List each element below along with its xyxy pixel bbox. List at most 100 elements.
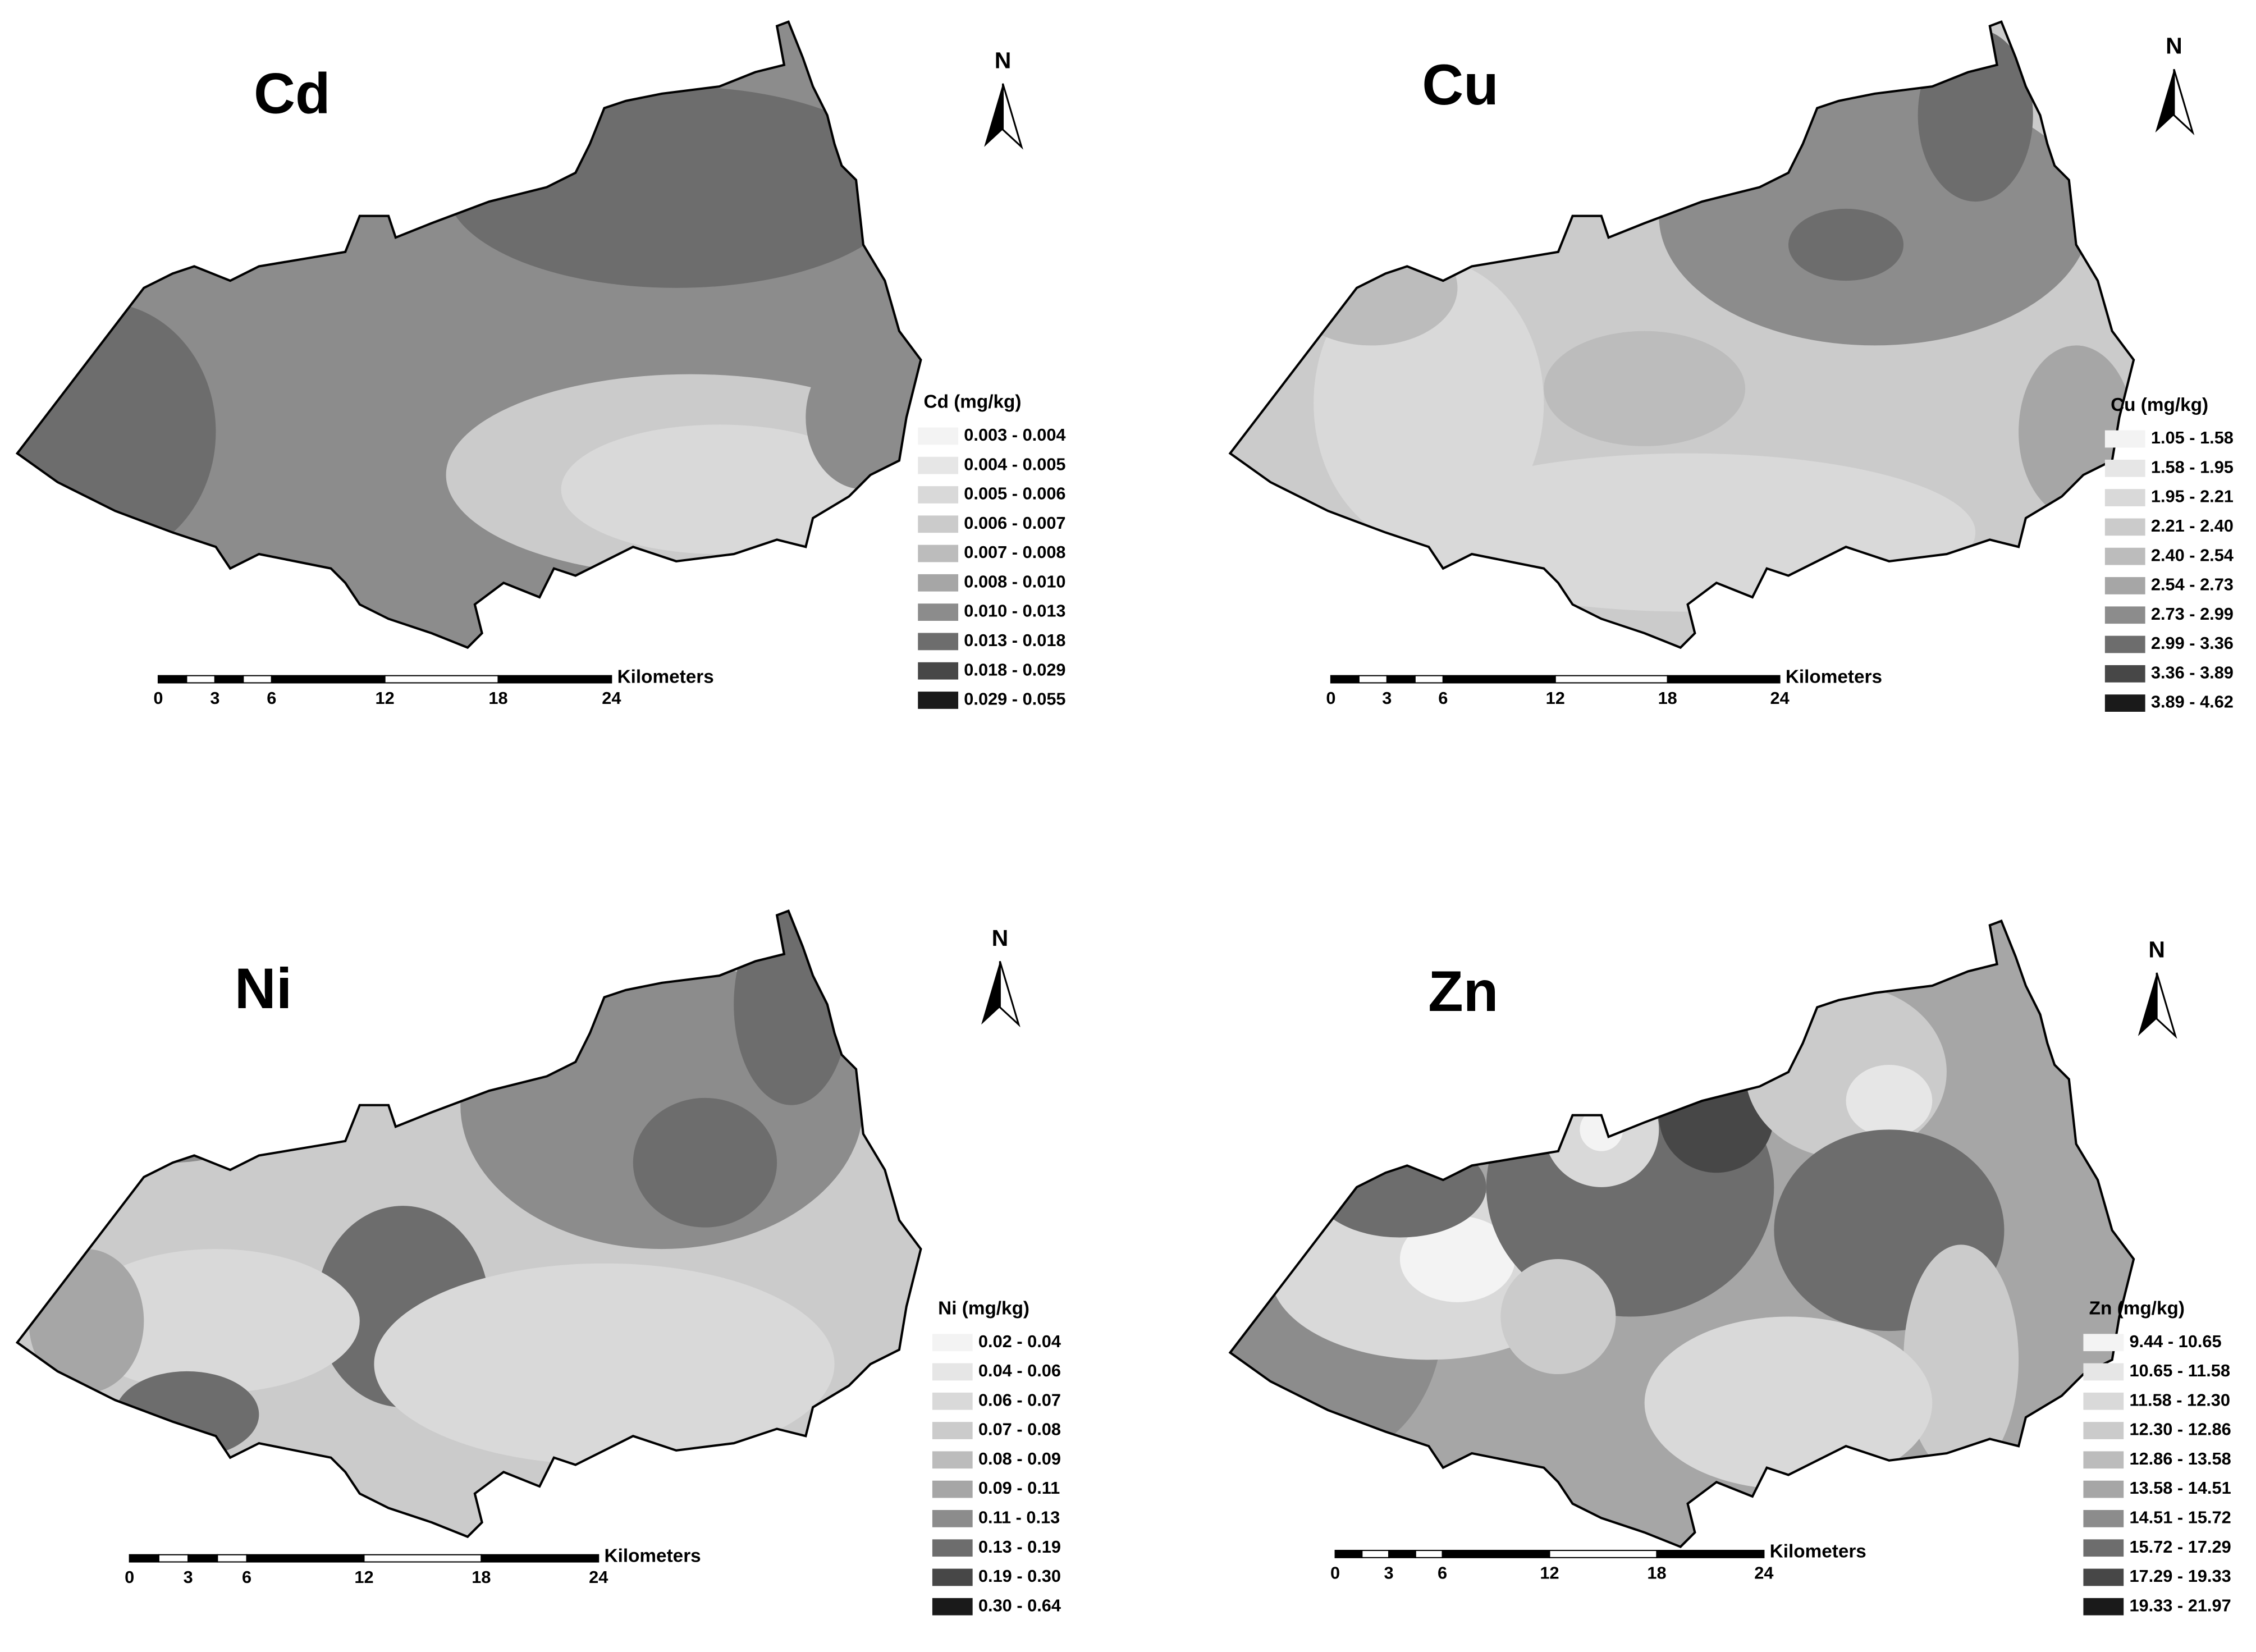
legend-label: 0.04 - 0.06 — [978, 1361, 1061, 1380]
scale-unit: Kilometers — [1770, 1541, 1866, 1562]
scale-segment — [363, 1554, 482, 1563]
legend-label: 0.018 - 0.029 — [964, 660, 1065, 679]
legend-swatch — [2083, 1568, 2124, 1586]
legend-swatch — [932, 1392, 973, 1410]
legend-swatch — [2104, 606, 2145, 624]
scale-tick-label: 18 — [472, 1567, 491, 1587]
scale-segment — [497, 675, 612, 684]
legend-title: Cd (mg/kg) — [924, 392, 1022, 413]
contour-zone — [1846, 1064, 1933, 1137]
legend-label: 0.008 - 0.010 — [964, 571, 1065, 591]
legend-label: 0.006 - 0.007 — [964, 513, 1065, 533]
legend-label: 12.86 - 13.58 — [2129, 1449, 2231, 1468]
north-arrow — [984, 83, 1003, 147]
legend-swatch — [932, 1480, 973, 1498]
contour-zone — [115, 1371, 259, 1458]
legend-swatch — [932, 1598, 973, 1616]
legend-label: 0.003 - 0.004 — [964, 425, 1065, 445]
region-outline — [1228, 919, 2135, 1549]
legend-swatch — [918, 544, 959, 562]
legend-swatch — [918, 603, 959, 621]
legend-swatch — [2104, 577, 2145, 594]
scale-segment — [187, 1554, 218, 1563]
legend-label: 2.99 - 3.36 — [2151, 633, 2234, 653]
scale-tick-label: 24 — [589, 1567, 608, 1587]
legend-label: 11.58 - 12.30 — [2129, 1390, 2230, 1410]
map-panel: Cu N Cu (mg/kg) 1.05 - 1.58 1.58 - 1.95 1.95 … — [1228, 20, 2234, 712]
legend-swatch — [2083, 1451, 2124, 1469]
legend-label: 0.30 - 0.64 — [978, 1595, 1061, 1615]
legend-swatch — [2104, 547, 2145, 565]
scale-unit: Kilometers — [1786, 666, 1882, 687]
scale-segment — [1361, 1550, 1390, 1558]
legend-swatch — [932, 1334, 973, 1352]
scale-tick-label: 6 — [242, 1567, 251, 1587]
legend-swatch — [2083, 1598, 2124, 1616]
contour-zone — [29, 1249, 144, 1393]
legend-swatch — [2104, 694, 2145, 712]
legend-label: 3.89 - 4.62 — [2151, 692, 2234, 712]
legend-swatch — [932, 1510, 973, 1527]
scale-tick-label: 12 — [1546, 688, 1565, 708]
scale-tick-label: 6 — [267, 688, 276, 708]
scale-tick-label: 3 — [210, 688, 219, 708]
scale-segment — [186, 675, 216, 684]
scale-segment — [246, 1554, 365, 1563]
contour-zone — [1500, 1259, 1616, 1375]
legend-label: 0.08 - 0.09 — [978, 1449, 1061, 1468]
contour-zone — [1745, 986, 1947, 1159]
north-arrow — [2138, 972, 2157, 1036]
scale-tick-label: 12 — [354, 1567, 373, 1587]
scale-tick-label: 18 — [1658, 688, 1677, 708]
contour-zone — [1659, 1058, 1774, 1173]
contour-zone — [1544, 331, 1746, 446]
contour-zone — [561, 424, 878, 555]
legend-swatch — [932, 1568, 973, 1586]
legend-label: 0.013 - 0.018 — [964, 630, 1065, 650]
scale-segment — [384, 675, 499, 684]
scale-tick-label: 3 — [1382, 688, 1392, 708]
north-label: N — [2148, 936, 2165, 962]
scale-segment — [1334, 1550, 1363, 1558]
legend-swatch — [2083, 1363, 2124, 1381]
scale-segment — [1415, 1550, 1443, 1558]
scale-tick-label: 24 — [1770, 688, 1789, 708]
panel-title: Zn — [1428, 959, 1498, 1023]
legend-label: 0.07 - 0.08 — [978, 1420, 1061, 1439]
north-arrow — [999, 960, 1021, 1028]
scale-tick-label: 6 — [1438, 688, 1448, 708]
contour-zone — [86, 1076, 259, 1163]
scale-segment — [1554, 675, 1668, 684]
contour-zone — [1644, 1316, 1933, 1490]
contour-zone — [1399, 1216, 1515, 1302]
legend-swatch — [2104, 430, 2145, 448]
scale-segment — [1667, 675, 1781, 684]
scale-unit: Kilometers — [605, 1545, 701, 1566]
scale-tick-label: 0 — [1326, 688, 1335, 708]
contour-zone — [446, 86, 907, 288]
scale-tick-label: 12 — [376, 688, 395, 708]
legend-swatch — [2104, 635, 2145, 653]
legend-label: 10.65 - 11.58 — [2129, 1361, 2230, 1380]
north-arrow — [2155, 69, 2174, 133]
contour-zone — [1314, 1137, 1486, 1238]
legend-label: 2.54 - 2.73 — [2151, 575, 2234, 594]
legend-label: 0.02 - 0.04 — [978, 1331, 1061, 1351]
scale-tick-label: 12 — [1540, 1563, 1559, 1582]
legend-label: 15.72 - 17.29 — [2129, 1537, 2231, 1557]
legend-swatch — [918, 633, 959, 651]
scale-tick-label: 18 — [488, 688, 507, 708]
map-panel: Zn N Zn (mg/kg) 9.44 - 10.65 10.65 - 11.58 11… — [1228, 919, 2231, 1616]
legend-label: 1.95 - 2.21 — [2151, 487, 2234, 506]
scale-tick-label: 0 — [1330, 1563, 1340, 1582]
scale-segment — [1358, 675, 1388, 684]
legend-label: 1.05 - 1.58 — [2151, 428, 2234, 447]
scale-segment — [1442, 675, 1556, 684]
legend-label: 0.005 - 0.006 — [964, 484, 1065, 504]
scale-unit: Kilometers — [617, 666, 714, 687]
scale-segment — [1330, 675, 1360, 684]
scale-segment — [242, 675, 272, 684]
legend-swatch — [2104, 459, 2145, 477]
contour-zone — [72, 1249, 360, 1393]
